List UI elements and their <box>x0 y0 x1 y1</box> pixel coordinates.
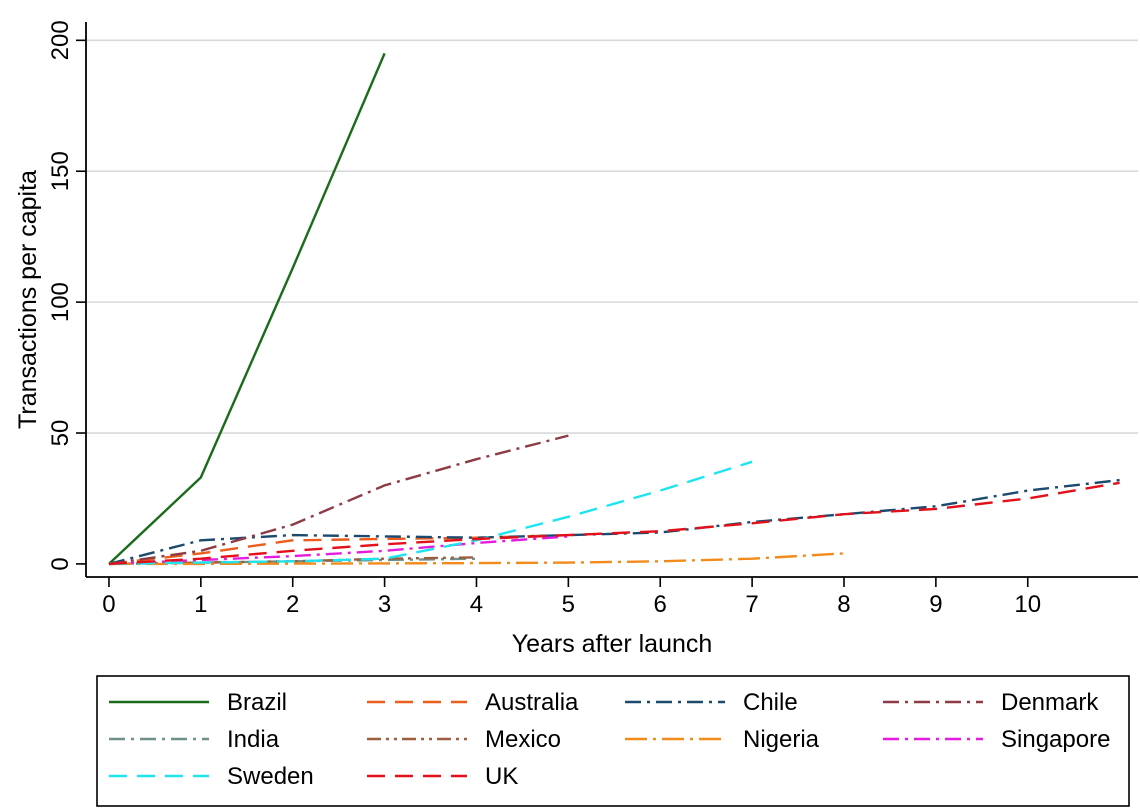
series-line-denmark <box>108 434 569 566</box>
x-tick-label: 7 <box>745 591 758 618</box>
legend-label-uk: UK <box>485 763 518 790</box>
y-axis-title: Transactions per capita <box>14 170 42 429</box>
x-tick-label: 1 <box>194 591 207 618</box>
legend-label-denmark: Denmark <box>1001 689 1099 716</box>
legend-label-chile: Chile <box>743 689 798 716</box>
series-line-sweden <box>108 460 753 566</box>
legend-label-brazil: Brazil <box>227 689 287 716</box>
x-tick-label: 8 <box>837 591 850 618</box>
x-tick-label: 9 <box>929 591 942 618</box>
legend: Brazil Australia Chile Denmark India Mexico Ni… <box>96 675 1130 807</box>
x-tick-label: 6 <box>654 591 667 618</box>
y-tick-label: 0 <box>47 557 74 570</box>
series-line-singapore <box>108 535 569 566</box>
gridlines <box>86 39 1138 434</box>
series-line-brazil <box>108 52 386 565</box>
legend-box <box>96 675 1130 807</box>
y-tick-label: 200 <box>47 20 74 60</box>
x-tick-label: 0 <box>102 591 115 618</box>
legend-label-nigeria: Nigeria <box>743 726 820 753</box>
series-line-nigeria <box>109 552 845 566</box>
legend-label-india: India <box>227 726 280 753</box>
x-tick-label: 10 <box>1014 591 1041 618</box>
x-tick-label: 2 <box>286 591 299 618</box>
series-line-australia <box>108 533 569 566</box>
legend-label-australia: Australia <box>485 689 579 716</box>
legend-label-singapore: Singapore <box>1001 726 1110 753</box>
series-lines <box>108 52 1120 566</box>
x-tick-label: 4 <box>470 591 483 618</box>
x-tick-label: 5 <box>562 591 575 618</box>
x-tick-label: 3 <box>378 591 391 618</box>
legend-label-sweden: Sweden <box>227 763 314 790</box>
legend-label-mexico: Mexico <box>485 726 561 753</box>
x-axis-title: Years after launch <box>512 630 713 658</box>
y-tick-label: 50 <box>47 420 74 447</box>
y-tick-label: 100 <box>47 282 74 322</box>
y-tick-label: 150 <box>47 151 74 191</box>
series-line-uk <box>108 481 1120 566</box>
